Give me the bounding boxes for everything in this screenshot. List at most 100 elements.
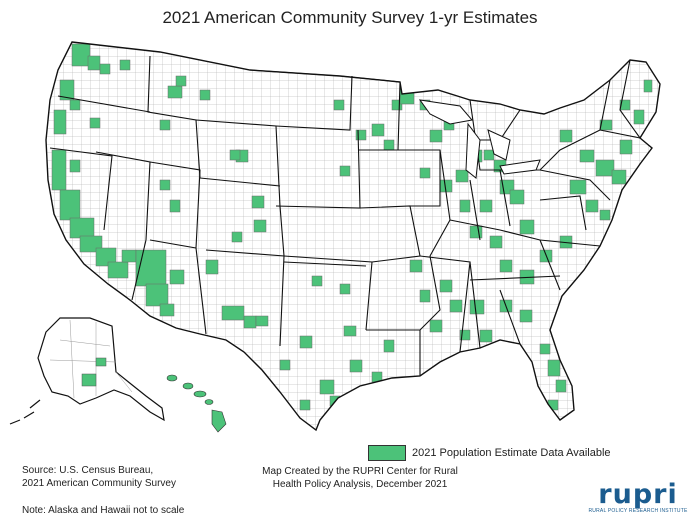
green-county <box>479 329 493 343</box>
green-county <box>253 219 267 233</box>
green-county <box>99 63 111 75</box>
green-county <box>383 339 395 353</box>
legend-label: 2021 Population Estimate Data Available <box>412 447 611 459</box>
green-county <box>469 225 483 239</box>
green-county <box>547 359 561 377</box>
alaska-county-green-2 <box>95 357 107 367</box>
green-county <box>167 85 183 99</box>
green-county <box>611 169 627 185</box>
legend-swatch <box>368 445 406 461</box>
green-county <box>343 325 357 337</box>
conus-outline <box>45 41 661 432</box>
green-county <box>383 139 395 151</box>
green-county <box>391 99 403 111</box>
conus <box>45 41 661 432</box>
green-county <box>205 259 219 275</box>
alaska-county-lines <box>49 319 133 399</box>
green-county <box>619 99 631 111</box>
green-county <box>87 55 101 71</box>
green-county <box>231 231 243 243</box>
green-county <box>159 119 171 131</box>
green-county <box>355 129 367 141</box>
green-county <box>89 117 101 129</box>
green-county <box>559 129 573 143</box>
green-county <box>169 269 185 285</box>
green-county <box>539 343 551 355</box>
green-county <box>555 379 567 393</box>
map-legend: 2021 Population Estimate Data Available <box>368 445 611 461</box>
green-county <box>569 179 587 195</box>
green-county <box>599 119 613 131</box>
green-county <box>483 149 495 161</box>
hawaii <box>166 374 227 433</box>
green-county <box>599 209 611 221</box>
green-county <box>119 59 131 71</box>
green-county <box>333 99 345 111</box>
green-county <box>371 123 385 137</box>
green-county <box>585 199 599 213</box>
green-county <box>69 217 95 239</box>
green-county <box>399 85 415 105</box>
green-county <box>243 315 257 329</box>
aleutian-islands <box>9 399 41 425</box>
green-county <box>449 299 463 313</box>
green-county <box>595 159 615 177</box>
green-county <box>509 189 525 205</box>
green-county <box>499 259 513 273</box>
credit-line-2: Health Policy Analysis, December 2021 <box>272 479 448 490</box>
green-county <box>459 199 471 213</box>
logo-wordmark: rupri <box>598 479 678 510</box>
green-county <box>429 129 443 143</box>
green-county <box>459 329 471 341</box>
state-boundaries <box>49 55 641 376</box>
green-county <box>643 79 653 93</box>
green-county <box>299 399 311 411</box>
green-county <box>633 109 645 125</box>
green-county <box>71 43 91 67</box>
green-county <box>419 167 431 179</box>
source-line-1: Source: U.S. Census Bureau, <box>22 465 154 476</box>
green-county <box>135 249 167 287</box>
green-county <box>429 319 443 333</box>
alaska <box>9 317 165 425</box>
green-county <box>251 195 265 209</box>
green-county <box>489 235 503 249</box>
green-county <box>59 189 81 221</box>
map-credit: Map Created by the RUPRI Center for Rura… <box>240 465 480 491</box>
green-county <box>339 283 351 295</box>
green-county <box>255 315 269 327</box>
green-county <box>221 305 245 321</box>
green-county <box>409 259 423 273</box>
green-county <box>619 139 633 155</box>
green-county <box>339 165 351 177</box>
logo-subtitle: RURAL POLICY RESEARCH INSTITUTE <box>588 508 688 514</box>
map-title: 2021 American Community Survey 1-yr Esti… <box>162 8 538 27</box>
green-county <box>69 159 81 173</box>
green-county <box>95 247 117 267</box>
source-line-2: 2021 American Community Survey <box>22 478 176 489</box>
green-county <box>199 89 211 101</box>
green-county <box>159 179 171 191</box>
green-county <box>229 149 241 161</box>
green-county <box>279 359 291 371</box>
green-county <box>479 199 493 213</box>
green-county <box>519 219 535 235</box>
scale-note: Note: Alaska and Hawaii not to scale <box>22 505 185 516</box>
green-county <box>319 379 335 395</box>
green-county <box>519 309 533 323</box>
green-county <box>121 249 137 263</box>
green-county <box>175 75 187 87</box>
green-county <box>145 283 169 307</box>
green-county <box>51 149 67 191</box>
green-county <box>439 279 453 293</box>
green-county <box>469 299 485 315</box>
green-county <box>159 303 175 317</box>
green-county <box>455 169 469 183</box>
credit-line-1: Map Created by the RUPRI Center for Rura… <box>262 466 458 477</box>
green-county <box>169 199 181 213</box>
green-county <box>53 109 67 135</box>
green-county <box>349 359 363 373</box>
green-county <box>311 275 323 287</box>
rupri-logo: rupri RURAL POLICY RESEARCH INSTITUTE <box>588 479 688 514</box>
